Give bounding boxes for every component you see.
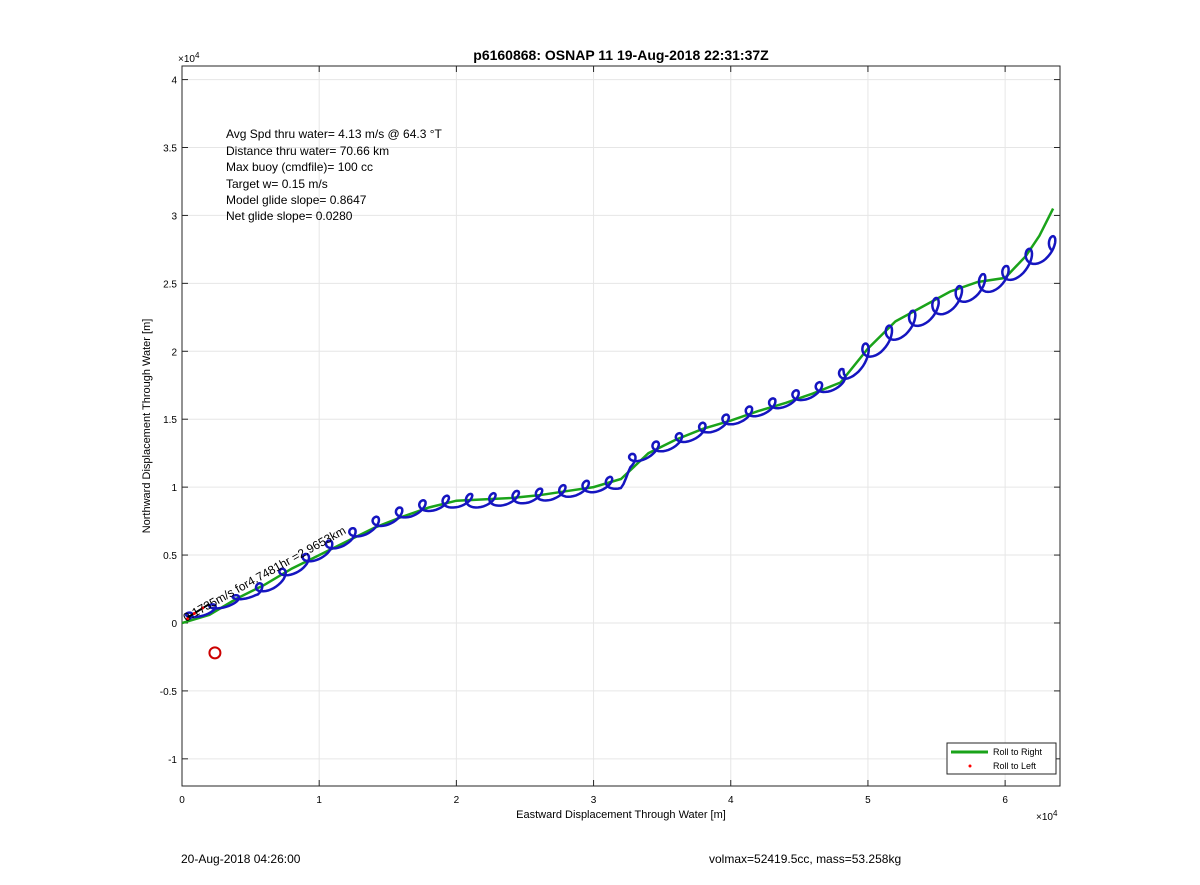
x-tick-label: 0 [179, 795, 185, 806]
footer-mass-info: volmax=52419.5cc, mass=53.258kg [709, 852, 902, 866]
grid-lines [181, 66, 1060, 786]
chart-title: p6160868: OSNAP 11 19-Aug-2018 22:31:37Z [473, 47, 769, 63]
roll-left-point [201, 606, 205, 610]
x-axis-label: Eastward Displacement Through Water [m] [516, 809, 726, 821]
y-tick-label: 3 [171, 211, 177, 222]
x-tick-label: 1 [316, 795, 322, 806]
y-tick-label: 2.5 [163, 279, 177, 290]
y-tick-label: 1 [171, 483, 177, 494]
legend-label-roll-left: Roll to Left [993, 761, 1037, 771]
legend: Roll to Right Roll to Left [946, 742, 1057, 775]
y-tick-label: 0 [171, 619, 177, 630]
roll-left-point [185, 617, 189, 621]
y-tick-label: 3.5 [163, 144, 177, 155]
y-tick-label: -0.5 [160, 687, 178, 698]
footer-timestamp: 20-Aug-2018 04:26:00 [181, 852, 301, 866]
series-line-trajectory [184, 234, 1057, 620]
y-axis-label: Northward Displacement Through Water [m] [141, 319, 153, 534]
annotation-line: Target w= 0.15 m/s [226, 177, 328, 191]
annotation-line: Distance thru water= 70.66 km [226, 144, 389, 158]
y-tick-label: 1.5 [163, 415, 177, 426]
legend-box [946, 742, 1057, 775]
x-tick-label: 2 [454, 795, 460, 806]
series-layer [182, 208, 1057, 660]
legend-label-roll-right: Roll to Right [993, 747, 1043, 757]
x-tick-label: 3 [591, 795, 597, 806]
target-marker [208, 646, 222, 660]
y-tick-label: 2 [171, 347, 177, 358]
annotation-line: Model glide slope= 0.8647 [226, 193, 367, 207]
stats-annotation: Avg Spd thru water= 4.13 m/s @ 64.3 °T D… [226, 127, 443, 223]
x-tick-label: 4 [728, 795, 734, 806]
y-tick-label: 0.5 [163, 551, 177, 562]
y-tick-label: -1 [168, 755, 177, 766]
annotation-line: Avg Spd thru water= 4.13 m/s @ 64.3 °T [226, 127, 443, 141]
axis-ticks: 0 1 2 3 4 5 6 -1 -0.5 0 0.5 1 1.5 2 2.5 3 3.5 4 [160, 66, 1060, 806]
y-axis-multiplier: ×104 [178, 51, 200, 65]
x-tick-label: 5 [865, 795, 871, 806]
annotation-line: Max buoy (cmdfile)= 100 cc [226, 160, 373, 174]
plot-area [181, 65, 1061, 787]
annotation-line: Net glide slope= 0.0280 [226, 209, 353, 223]
x-tick-label: 6 [1002, 795, 1008, 806]
x-axis-multiplier: ×104 [1036, 809, 1058, 823]
roll-left-point [192, 611, 196, 615]
y-tick-label: 4 [171, 76, 177, 87]
legend-marker-roll-left [968, 764, 972, 768]
current-vector-segment [186, 603, 210, 619]
